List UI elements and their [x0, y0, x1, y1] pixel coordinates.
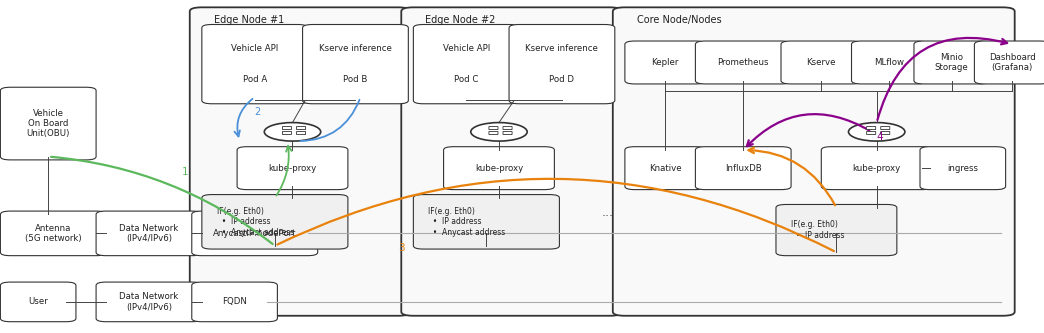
Text: User: User [28, 297, 48, 306]
Text: Prometheus: Prometheus [717, 58, 769, 67]
Text: Data Network
(IPv4/IPv6): Data Network (IPv4/IPv6) [119, 224, 179, 243]
Text: AnycastIP:nodePort: AnycastIP:nodePort [213, 229, 296, 238]
FancyBboxPatch shape [201, 194, 348, 249]
Text: InfluxDB: InfluxDB [725, 164, 762, 172]
FancyBboxPatch shape [489, 127, 498, 130]
Text: Dashboard
(Grafana): Dashboard (Grafana) [989, 53, 1036, 72]
Text: Knative: Knative [649, 164, 682, 172]
Text: Core Node/Nodes: Core Node/Nodes [637, 15, 721, 25]
FancyBboxPatch shape [190, 7, 410, 316]
FancyBboxPatch shape [881, 127, 889, 130]
FancyBboxPatch shape [0, 282, 76, 322]
FancyBboxPatch shape [920, 147, 1005, 189]
Text: IF(e.g. Eth0)
  •  IP address: IF(e.g. Eth0) • IP address [791, 220, 845, 240]
Text: kube-proxy: kube-proxy [268, 164, 316, 172]
Text: IF(e.g. Eth0)
  •  IP address
  •  Anycast address: IF(e.g. Eth0) • IP address • Anycast add… [428, 207, 505, 237]
FancyBboxPatch shape [974, 41, 1044, 84]
FancyBboxPatch shape [776, 204, 897, 256]
Circle shape [471, 123, 527, 141]
Text: 1: 1 [182, 167, 188, 177]
FancyBboxPatch shape [503, 127, 512, 130]
Text: Kserve inference


Pod B: Kserve inference Pod B [319, 44, 392, 84]
FancyBboxPatch shape [695, 41, 791, 84]
Text: Vehicle API


Pod C: Vehicle API Pod C [443, 44, 490, 84]
FancyBboxPatch shape [509, 25, 615, 104]
FancyBboxPatch shape [867, 127, 876, 130]
FancyBboxPatch shape [625, 41, 706, 84]
FancyBboxPatch shape [822, 147, 932, 189]
Text: Kserve: Kserve [807, 58, 836, 67]
FancyBboxPatch shape [781, 41, 861, 84]
FancyBboxPatch shape [613, 7, 1015, 316]
Text: Vehicle API


Pod A: Vehicle API Pod A [231, 44, 279, 84]
FancyBboxPatch shape [296, 127, 306, 130]
Text: kube-proxy: kube-proxy [853, 164, 901, 172]
FancyBboxPatch shape [0, 211, 106, 256]
Text: FQDN: FQDN [222, 297, 247, 306]
Text: 2: 2 [255, 107, 260, 117]
FancyBboxPatch shape [0, 87, 96, 160]
FancyBboxPatch shape [192, 211, 317, 256]
FancyBboxPatch shape [96, 282, 201, 322]
FancyBboxPatch shape [401, 7, 622, 316]
FancyBboxPatch shape [914, 41, 990, 84]
Text: Vehicle
On Board
Unit(OBU): Vehicle On Board Unit(OBU) [26, 109, 70, 139]
Circle shape [264, 123, 321, 141]
FancyBboxPatch shape [192, 282, 278, 322]
Text: 3: 3 [398, 243, 405, 253]
FancyBboxPatch shape [503, 132, 512, 135]
FancyBboxPatch shape [96, 211, 201, 256]
FancyBboxPatch shape [283, 132, 291, 135]
FancyBboxPatch shape [695, 147, 791, 189]
FancyBboxPatch shape [201, 25, 308, 104]
FancyBboxPatch shape [881, 132, 889, 135]
Text: Data Network
(IPv4/IPv6): Data Network (IPv4/IPv6) [119, 292, 179, 312]
Text: kube-proxy: kube-proxy [475, 164, 523, 172]
FancyBboxPatch shape [489, 132, 498, 135]
Text: 4: 4 [877, 132, 883, 142]
Text: ...: ... [601, 206, 614, 219]
Text: Kserve inference


Pod D: Kserve inference Pod D [525, 44, 598, 84]
FancyBboxPatch shape [413, 25, 519, 104]
FancyBboxPatch shape [444, 147, 554, 189]
Circle shape [849, 123, 905, 141]
Text: Edge Node #1: Edge Node #1 [214, 15, 284, 25]
FancyBboxPatch shape [852, 41, 927, 84]
FancyBboxPatch shape [413, 194, 560, 249]
Text: Minio
Storage: Minio Storage [934, 53, 969, 72]
FancyBboxPatch shape [625, 147, 706, 189]
FancyBboxPatch shape [296, 132, 306, 135]
Text: ingress: ingress [947, 164, 978, 172]
Text: Kepler: Kepler [651, 58, 679, 67]
Text: Antenna
(5G network): Antenna (5G network) [25, 224, 81, 243]
FancyBboxPatch shape [283, 127, 291, 130]
FancyBboxPatch shape [237, 147, 348, 189]
Text: Edge Node #2: Edge Node #2 [426, 15, 496, 25]
Text: MLflow: MLflow [874, 58, 904, 67]
FancyBboxPatch shape [867, 132, 876, 135]
Text: IF(e.g. Eth0)
  •  IP address
  •  Anycast address: IF(e.g. Eth0) • IP address • Anycast add… [217, 207, 294, 237]
FancyBboxPatch shape [303, 25, 408, 104]
